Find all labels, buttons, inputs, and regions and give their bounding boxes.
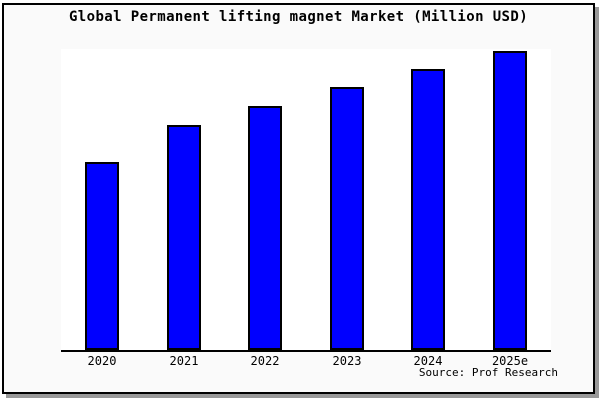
bar-2022 — [248, 106, 282, 350]
bar-2021 — [167, 125, 201, 350]
chart-frame: Global Permanent lifting magnet Market (… — [2, 3, 595, 394]
x-axis-label-2022: 2022 — [250, 354, 280, 368]
source-label: Source: Prof Research — [418, 366, 558, 379]
plot-area — [61, 49, 551, 352]
chart-title: Global Permanent lifting magnet Market (… — [68, 9, 529, 25]
bar-2023 — [330, 87, 364, 350]
bar-2020 — [85, 162, 119, 350]
x-axis-label-2023: 2023 — [332, 354, 362, 368]
bar-2024 — [411, 69, 445, 350]
x-axis-label-2025e: 2025e — [491, 354, 529, 368]
x-axis-label-2020: 2020 — [87, 354, 117, 368]
bar-2025e — [493, 51, 527, 350]
x-axis-label-2024: 2024 — [413, 354, 443, 368]
x-axis-label-2021: 2021 — [169, 354, 199, 368]
